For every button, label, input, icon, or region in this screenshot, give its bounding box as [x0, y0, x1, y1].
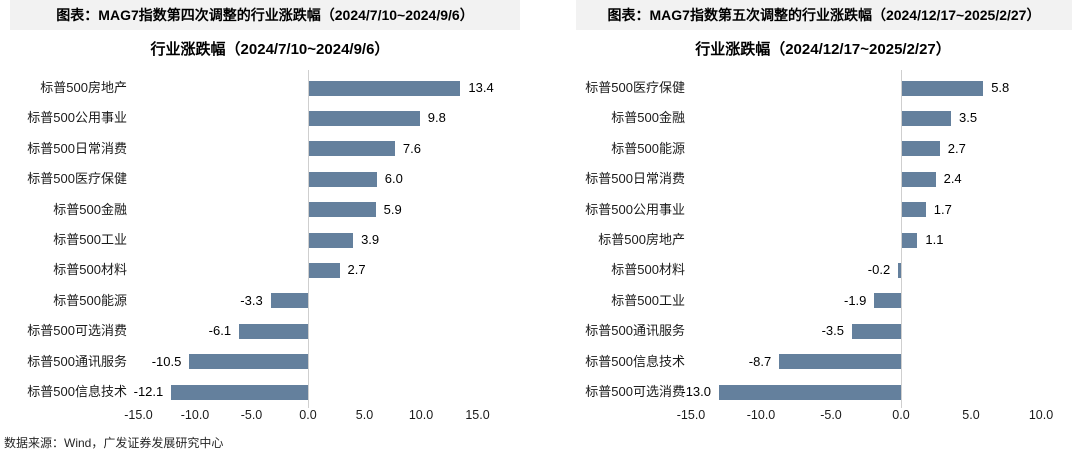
category-label: 标普500工业 — [611, 292, 685, 308]
chart-panel-left: 图表：MAG7指数第四次调整的行业涨跌幅（2024/7/10~2024/9/6）… — [0, 0, 540, 440]
bar — [309, 232, 354, 248]
bar — [309, 141, 395, 157]
category-label: 标普500房地产 — [40, 80, 127, 95]
bar — [309, 171, 377, 187]
value-label: 3.9 — [361, 232, 380, 247]
value-label: -10.5 — [151, 353, 182, 369]
bar — [902, 141, 940, 157]
bar — [902, 171, 936, 187]
plot-area: 标普500房地产 13.4 标普500公用事业 9.8 标普500日常消费 7.6 标普50… — [0, 0, 540, 440]
value-label: 2.7 — [947, 140, 966, 156]
bar — [309, 80, 461, 96]
category-label: 标普500可选消费 — [27, 323, 127, 339]
chart-title-right: 行业涨跌幅（2024/12/17~2025/2/27） — [695, 41, 951, 58]
x-tick-label: -10.0 — [746, 408, 776, 422]
category-label: 标普500通讯服务 — [27, 353, 127, 369]
value-label: 7.6 — [402, 140, 421, 156]
value-label: -8.7 — [748, 353, 772, 369]
bar — [898, 262, 901, 278]
category-label: 标普500医疗保健 — [585, 80, 685, 95]
category-label: 标普500通讯服务 — [585, 323, 685, 339]
zero-axis-line — [308, 70, 309, 408]
bar — [874, 293, 901, 309]
category-label: 标普500工业 — [53, 232, 127, 247]
x-tick-label: 0.0 — [299, 408, 317, 422]
value-label: -12.1 — [133, 384, 164, 399]
value-label: -0.2 — [867, 262, 891, 278]
category-label: 标普500能源 — [611, 140, 685, 156]
value-label: -3.3 — [240, 292, 263, 308]
value-label: -3.5 — [821, 323, 844, 339]
x-tick-label: -15.0 — [124, 408, 153, 422]
bar — [902, 232, 918, 248]
bar — [902, 202, 926, 218]
x-tick-label: -15.0 — [676, 408, 706, 422]
bar — [852, 323, 901, 339]
plot-area: 标普500医疗保健 5.8 标普500金融 3.5 标普500能源 2.7 标普500日常消… — [540, 0, 1080, 440]
x-tick-label: -5.0 — [820, 408, 842, 422]
x-tick-label: 10.0 — [1028, 408, 1054, 422]
value-label: 2.7 — [347, 262, 366, 278]
value-label: 3.5 — [959, 110, 978, 126]
bar — [309, 202, 376, 218]
value-label: 1.7 — [933, 201, 952, 217]
figure-caption-right: 图表：MAG7指数第五次调整的行业涨跌幅（2024/12/17~2025/2/2… — [576, 0, 1072, 30]
category-label: 标普500金融 — [611, 110, 685, 126]
category-label: 标普500日常消费 — [585, 171, 685, 187]
bar — [171, 384, 308, 400]
bar — [189, 354, 308, 370]
x-tick-label: 15.0 — [465, 408, 490, 422]
value-label: 9.8 — [427, 110, 446, 126]
value-label: -6.1 — [208, 323, 232, 339]
bar — [309, 262, 340, 278]
category-label: 标普500医疗保健 — [27, 171, 127, 187]
chart-title-left: 行业涨跌幅（2024/7/10~2024/9/6） — [150, 41, 390, 58]
category-label: 标普500房地产 — [598, 232, 685, 247]
figure-caption-left: 图表：MAG7指数第四次调整的行业涨跌幅（2024/7/10~2024/9/6） — [10, 0, 520, 30]
value-label: 5.8 — [991, 80, 1010, 95]
bar — [309, 110, 420, 126]
bar — [239, 323, 308, 339]
category-label: 标普500材料 — [611, 262, 685, 278]
bar — [902, 80, 984, 96]
bar — [270, 293, 308, 309]
x-tick-label: 0.0 — [892, 408, 910, 422]
x-tick-label: -10.0 — [180, 408, 210, 422]
bar — [719, 384, 901, 400]
value-label: 1.1 — [925, 232, 944, 247]
value-label: 5.9 — [383, 201, 402, 217]
category-label: 标普500材料 — [53, 262, 127, 278]
value-label: 2.4 — [943, 171, 962, 187]
chart-panel-right: 图表：MAG7指数第五次调整的行业涨跌幅（2024/12/17~2025/2/2… — [540, 0, 1080, 440]
x-tick-label: 5.0 — [962, 408, 980, 422]
data-source-note: 数据来源：Wind，广发证券发展研究中心 — [4, 436, 224, 450]
value-label: -1.9 — [843, 292, 867, 308]
value-label: 13.4 — [468, 80, 494, 95]
x-tick-label: 5.0 — [355, 408, 374, 422]
zero-axis-line — [901, 70, 902, 408]
category-label: 标普500能源 — [53, 292, 127, 308]
category-label: 标普500信息技术 — [585, 353, 685, 369]
category-label: 标普500信息技术 — [27, 384, 127, 399]
category-label: 标普500可选消费 — [585, 384, 685, 399]
bar — [902, 110, 951, 126]
category-label: 标普500公用事业 — [585, 201, 685, 217]
bar — [779, 354, 901, 370]
category-label: 标普500金融 — [53, 201, 127, 217]
category-label: 标普500日常消费 — [27, 140, 127, 156]
x-tick-label: 10.0 — [408, 408, 434, 422]
value-label: 6.0 — [384, 171, 403, 187]
category-label: 标普500公用事业 — [27, 110, 127, 126]
value-label: -13.0 — [681, 384, 711, 399]
x-tick-label: -5.0 — [240, 408, 263, 422]
